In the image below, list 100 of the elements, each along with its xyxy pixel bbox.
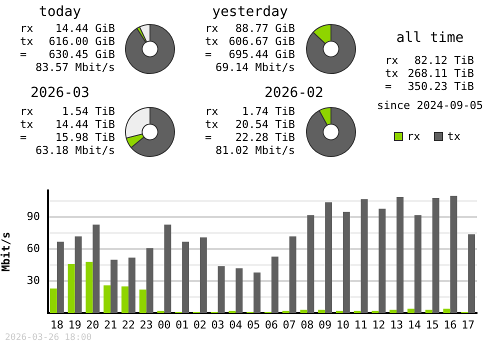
- text: 350.23 TiB: [408, 80, 474, 93]
- bar: [86, 262, 93, 313]
- bar: [121, 286, 128, 313]
- text: 81.02 Mbit/s: [216, 144, 295, 157]
- bar: [104, 285, 111, 313]
- bar: [289, 236, 296, 313]
- x-tick-label: 17: [461, 318, 475, 332]
- bar: [443, 308, 450, 313]
- x-tick-label: 07: [282, 318, 296, 332]
- text: 69.14 Mbit/s: [216, 61, 295, 74]
- chart-title: 2026-03: [29, 85, 90, 101]
- bar: [414, 215, 422, 313]
- x-tick-label: 21: [104, 318, 118, 332]
- bar: [271, 256, 278, 313]
- bar: [468, 234, 476, 313]
- text: rx: [20, 105, 34, 118]
- x-tick-label: 04: [229, 318, 243, 332]
- y-tick-label: 90: [26, 210, 40, 224]
- text: 15.98 TiB: [55, 131, 115, 144]
- bar: [68, 264, 75, 313]
- x-tick-label: 00: [158, 318, 171, 332]
- bar: [146, 248, 154, 313]
- bar: [74, 236, 82, 313]
- legend-label: rx: [407, 130, 420, 143]
- x-tick-label: 20: [86, 318, 100, 332]
- text: tx: [20, 35, 34, 48]
- x-tick-label: 13: [390, 318, 404, 332]
- bar: [300, 310, 308, 313]
- bar: [378, 208, 386, 313]
- text: =: [20, 131, 27, 144]
- text: tx: [385, 67, 398, 80]
- bar: [139, 290, 146, 313]
- bar: [182, 242, 190, 313]
- text: 22.28 TiB: [235, 131, 295, 144]
- text: rx: [205, 105, 218, 118]
- text: 1.54 TiB: [62, 105, 115, 118]
- bar: [425, 310, 432, 313]
- bar: [236, 268, 243, 313]
- text: all time: [395, 30, 465, 46]
- bar: [407, 308, 414, 313]
- x-tick-label: 03: [211, 318, 224, 332]
- text: 14.44 TiB: [55, 118, 115, 131]
- bar: [128, 258, 136, 313]
- text: =: [20, 48, 27, 61]
- bar: [396, 196, 404, 313]
- x-tick-label: 18: [50, 318, 64, 332]
- x-tick-label: 22: [122, 318, 136, 332]
- x-tick-label: 09: [318, 318, 332, 332]
- text: rx: [385, 54, 398, 67]
- bar: [307, 215, 314, 313]
- bar: [56, 242, 64, 313]
- text: rx: [205, 22, 218, 35]
- text: =: [205, 131, 212, 144]
- text: =: [205, 48, 212, 61]
- x-tick-label: 15: [426, 318, 439, 332]
- text: 606.67 GiB: [228, 35, 295, 48]
- text: 695.44 GiB: [228, 48, 295, 61]
- x-tick-label: 23: [140, 318, 153, 332]
- bar: [50, 288, 57, 313]
- bar: [254, 272, 261, 313]
- bar: [432, 198, 440, 313]
- text: =: [385, 80, 392, 93]
- x-tick-label: 05: [246, 318, 260, 332]
- text: 88.77 GiB: [235, 22, 295, 35]
- bar: [318, 310, 326, 313]
- text: tx: [20, 118, 34, 131]
- x-tick-label: 06: [264, 318, 278, 332]
- text: 14.44 GiB: [55, 22, 115, 35]
- chart-title: yesterday: [211, 4, 289, 20]
- text: 82.12 TiB: [414, 54, 474, 67]
- y-tick-label: 30: [26, 274, 40, 287]
- text: 1.74 TiB: [242, 105, 295, 118]
- x-tick-label: 11: [354, 318, 368, 332]
- x-tick-label: 01: [175, 318, 189, 332]
- bar: [200, 237, 207, 313]
- bar: [110, 260, 118, 313]
- y-axis-title: Mbit/s: [0, 232, 12, 272]
- x-tick-label: 16: [444, 318, 457, 332]
- text: 20.54 TiB: [235, 118, 295, 131]
- text: 63.18 Mbit/s: [36, 144, 115, 157]
- bar: [390, 310, 397, 313]
- text: 268.11 TiB: [408, 67, 474, 80]
- x-tick-label: 19: [68, 318, 82, 332]
- x-tick-label: 08: [300, 318, 314, 332]
- x-tick-label: 10: [336, 318, 350, 332]
- legend-label: tx: [447, 130, 460, 143]
- text: tx: [205, 35, 218, 48]
- x-tick-label: 12: [372, 318, 386, 332]
- text: tx: [205, 118, 218, 131]
- y-tick-label: 60: [26, 242, 40, 255]
- bar: [342, 212, 350, 313]
- text: 616.00 GiB: [48, 35, 115, 48]
- bar: [92, 224, 100, 313]
- text: rx: [20, 22, 34, 35]
- bar: [218, 266, 225, 313]
- chart-title: 2026-02: [263, 85, 324, 101]
- x-tick-label: 02: [193, 318, 207, 332]
- text: 83.57 Mbit/s: [36, 61, 115, 74]
- text: 630.45 GiB: [48, 48, 115, 61]
- bar: [450, 196, 458, 313]
